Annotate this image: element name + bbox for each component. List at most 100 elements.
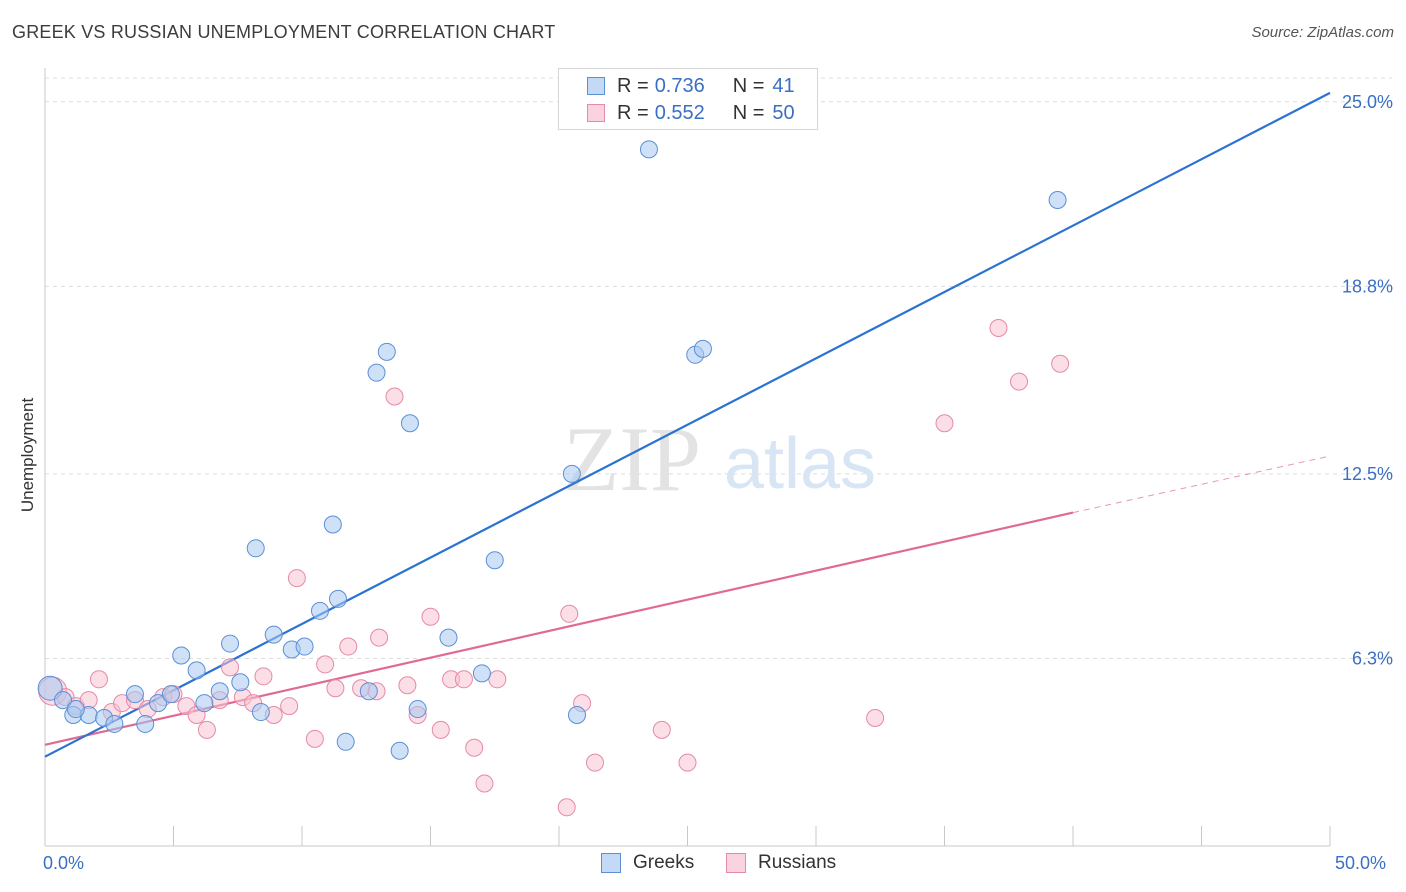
source-note: Source: ZipAtlas.com bbox=[1251, 24, 1394, 41]
russians-point bbox=[557, 798, 576, 817]
n-value: 41 bbox=[772, 74, 795, 97]
russians-point bbox=[197, 720, 216, 739]
greeks-point bbox=[149, 694, 168, 713]
x-tick-max: 50.0% bbox=[1335, 853, 1387, 873]
greeks-point bbox=[136, 714, 155, 733]
greeks-point bbox=[377, 342, 396, 361]
x-tick-min: 0.0% bbox=[43, 853, 85, 873]
greeks-point bbox=[567, 706, 586, 725]
russians-point bbox=[221, 658, 240, 677]
russians-legend-swatch bbox=[726, 853, 746, 873]
greeks-point bbox=[310, 601, 329, 620]
greeks-point bbox=[472, 664, 491, 683]
russians-point bbox=[254, 667, 273, 686]
y-tick-label: 18.8% bbox=[1342, 276, 1393, 296]
greeks-point bbox=[251, 703, 270, 722]
trend-lines bbox=[44, 91, 1331, 758]
russians-point bbox=[488, 670, 507, 689]
russians-point bbox=[935, 414, 954, 433]
legend-row-russians: R = 0.552 N = 50 bbox=[587, 101, 795, 125]
russians-point bbox=[280, 697, 299, 716]
greeks-point bbox=[1048, 191, 1067, 210]
russians-trend-extension bbox=[1072, 455, 1331, 514]
russians-point bbox=[370, 628, 389, 647]
n-label: N = bbox=[732, 101, 765, 124]
y-axis-label: Unemployment bbox=[18, 397, 37, 513]
greeks-point bbox=[295, 637, 314, 656]
greeks-point bbox=[485, 551, 504, 570]
russians-point bbox=[1051, 354, 1070, 373]
greeks-point bbox=[328, 589, 347, 608]
greeks-point bbox=[172, 646, 191, 665]
russians-point bbox=[989, 319, 1008, 338]
axes bbox=[44, 68, 1331, 847]
y-tick-label: 12.5% bbox=[1342, 464, 1393, 484]
watermark-atlas: atlas bbox=[724, 424, 876, 504]
russians-point bbox=[475, 774, 494, 793]
russians-point bbox=[287, 569, 306, 588]
greeks-point bbox=[221, 634, 240, 653]
russians-point bbox=[385, 387, 404, 406]
russians-point bbox=[431, 720, 450, 739]
greeks-trend-line bbox=[44, 91, 1331, 758]
greeks-point bbox=[367, 363, 386, 382]
n-value: 50 bbox=[772, 101, 795, 124]
greeks-point bbox=[246, 539, 265, 558]
greeks-point bbox=[37, 675, 63, 701]
russians-point bbox=[465, 738, 484, 757]
greeks-point bbox=[408, 700, 427, 719]
greeks-point bbox=[66, 700, 85, 719]
russians-point bbox=[316, 655, 335, 674]
legend-item-greeks: Greeks bbox=[601, 852, 694, 874]
y-tick-label: 6.3% bbox=[1352, 648, 1393, 668]
greeks-swatch bbox=[587, 77, 605, 95]
russians-point bbox=[421, 607, 440, 626]
n-label: N = bbox=[732, 74, 765, 97]
r-value: 0.736 bbox=[654, 74, 705, 97]
greeks-legend-label: Greeks bbox=[633, 852, 695, 873]
greeks-point bbox=[400, 414, 419, 433]
greeks-point bbox=[161, 685, 180, 704]
greeks-legend-swatch bbox=[601, 853, 621, 873]
greeks-point bbox=[231, 673, 250, 692]
y-tick-labels: 6.3% 12.5% 18.8% 25.0% bbox=[1342, 92, 1393, 669]
russians-point bbox=[305, 729, 324, 748]
r-value: 0.552 bbox=[654, 101, 705, 124]
russians-legend-label: Russians bbox=[758, 852, 837, 873]
legend-row-greeks: R = 0.736 N = 41 bbox=[587, 74, 795, 98]
russians-point bbox=[326, 679, 345, 698]
greeks-point bbox=[336, 732, 355, 751]
greeks-point bbox=[105, 714, 124, 733]
r-label: R = bbox=[617, 101, 649, 124]
legend-item-russians: Russians bbox=[726, 852, 836, 874]
russians-point bbox=[398, 676, 417, 695]
r-label: R = bbox=[617, 74, 649, 97]
greeks-point bbox=[210, 682, 229, 701]
greeks-point bbox=[359, 682, 378, 701]
russians-point bbox=[339, 637, 358, 656]
russians-point bbox=[866, 708, 885, 727]
russians-point bbox=[652, 720, 671, 739]
greeks-point bbox=[693, 339, 712, 358]
y-tick-label: 25.0% bbox=[1342, 92, 1393, 112]
russians-points bbox=[38, 319, 1070, 817]
russians-point bbox=[89, 670, 108, 689]
greeks-point bbox=[639, 140, 658, 159]
greeks-points bbox=[37, 140, 1067, 760]
greeks-point bbox=[195, 694, 214, 713]
russians-swatch bbox=[587, 104, 605, 122]
russians-point bbox=[560, 604, 579, 623]
greeks-point bbox=[562, 464, 581, 483]
greeks-point bbox=[323, 515, 342, 534]
greeks-point bbox=[390, 741, 409, 760]
correlation-legend: R = 0.736 N = 41 R = 0.552 N = 50 bbox=[558, 68, 818, 130]
greeks-point bbox=[187, 661, 206, 680]
greeks-point bbox=[439, 628, 458, 647]
chart-title: GREEK VS RUSSIAN UNEMPLOYMENT CORRELATIO… bbox=[12, 22, 556, 42]
watermark-zip: ZIP bbox=[563, 408, 701, 510]
russians-point bbox=[1010, 372, 1029, 391]
greeks-point bbox=[264, 625, 283, 644]
greeks-point bbox=[125, 685, 144, 704]
greeks-point bbox=[53, 691, 72, 710]
